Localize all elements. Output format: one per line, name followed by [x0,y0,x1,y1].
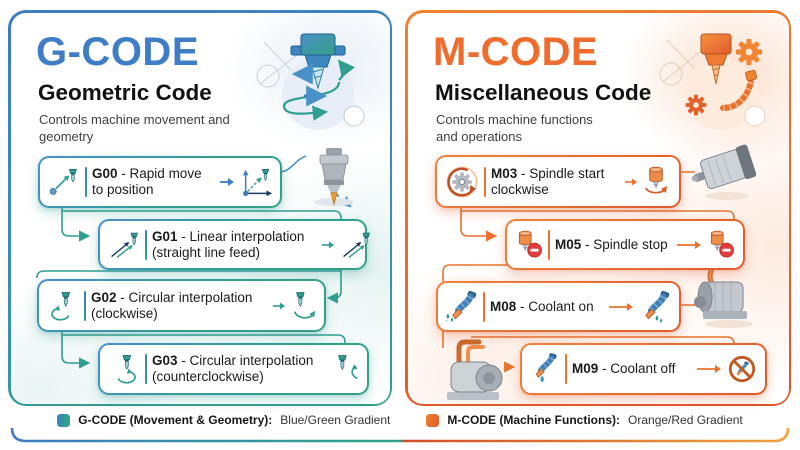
legend-mcode-label: M-CODE (Machine Functions): [447,413,621,427]
machine-functions-illustration-icon [685,33,763,116]
circular-cw-icon [51,291,70,321]
mcode-item-m09: M09 - Coolant off [520,343,767,395]
rapid-move-icon [49,169,77,195]
coolant-on-icon [446,291,478,323]
mcode-item-text: M03 - Spindle start clockwise [491,165,605,197]
mcode-item-text: M08 - Coolant on [490,298,594,314]
gcode-item-text: G01 - Linear interpolation (straight lin… [152,228,305,260]
mcode-description: Controls machine functions and operation… [436,112,593,145]
linear-feed-icon [111,232,138,258]
legend: G-CODE (Movement & Geometry): Blue/Green… [0,413,800,427]
mcode-gradient-swatch [426,413,440,427]
divider [548,229,550,260]
spindle-stop-icon [518,230,542,258]
legend-mcode-value: Orange/Red Gradient [628,413,743,427]
gcode-subtitle: Geometric Code [38,80,212,105]
mcode-panel-background [407,12,789,404]
arrow-right-icon [220,178,234,186]
arrow-right-icon [272,302,286,309]
legend-gcode-label: G-CODE (Movement & Geometry): [78,413,273,427]
gcode-gradient-swatch [57,413,71,427]
gcode-panel: G-CODE Geometric Code Controls machine m… [8,10,392,406]
gcode-deco-small-circle [343,105,365,127]
bottom-gradient-bar [10,427,790,443]
gcode-connectors-illustration [36,33,365,369]
coolant-on-icon [639,291,671,323]
divider [145,354,147,384]
mcode-item-text: M09 - Coolant off [572,361,676,377]
gcode-item-text: G02 - Circular interpolation (clockwise) [91,289,253,321]
mcode-item-m03: M03 - Spindle start clockwise [435,155,681,208]
spindle-stop-icon [710,230,734,258]
coolant-prohibited-icon [728,355,756,383]
position-axes-icon [242,168,273,197]
mcode-item-text: M05 - Spindle stop [555,236,668,252]
legend-mcode: M-CODE (Machine Functions): Orange/Red G… [426,413,743,427]
gcode-title: G-CODE [36,30,199,74]
legend-gcode: G-CODE (Movement & Geometry): Blue/Green… [57,413,390,427]
arrow-right-icon [697,365,721,373]
gcode-item-g03: G03 - Circular interpolation (counterclo… [98,343,369,395]
coolant-pump-illustration-icon [447,339,503,400]
circular-ccw-icon [338,355,358,380]
coolant-off-nozzle-icon [530,353,560,383]
arrow-right-icon [609,302,633,311]
legend-gcode-value: Blue/Green Gradient [280,413,391,427]
mcode-subtitle: Miscellaneous Code [435,80,652,105]
divider [565,354,567,384]
mcode-item-m05: M05 - Spindle stop [505,219,745,270]
circular-cw-icon [293,291,316,319]
divider [145,229,147,260]
gcode-item-g01: G01 - Linear interpolation (straight lin… [98,219,370,270]
gcode-item-g00: G00 - Rapid move to position [38,156,282,208]
gcode-item-text: G03 - Circular interpolation (counterclo… [152,353,314,384]
cnc-head-illustration-icon [282,33,355,121]
divider [484,166,486,197]
mcode-panel: M-CODE Miscellaneous Code Controls machi… [405,10,791,406]
mcode-item-m08: M08 - Coolant on [436,281,681,332]
mcode-deco-small-circle [744,105,766,127]
tool-holder-illustration-icon [314,148,354,206]
gcode-item-text: G00 - Rapid move to position [92,166,202,197]
arrow-right-icon [321,241,335,248]
arrow-right-icon [677,240,701,249]
divider [483,291,485,322]
divider [85,167,87,197]
gcode-description: Controls machine movement and geometry [39,112,230,145]
circular-ccw-icon [117,355,136,384]
spindle-start-gear-icon [446,166,478,197]
mcode-title: M-CODE [433,30,599,74]
divider [84,290,86,321]
spindle-rotate-icon [645,166,667,194]
spindle-motor-illustration-icon [691,144,757,200]
arrow-right-icon [624,178,638,185]
linear-feed-icon [343,232,370,258]
gcode-spindle-link [277,155,307,173]
gcode-item-g02: G02 - Circular interpolation (clockwise) [37,279,326,332]
